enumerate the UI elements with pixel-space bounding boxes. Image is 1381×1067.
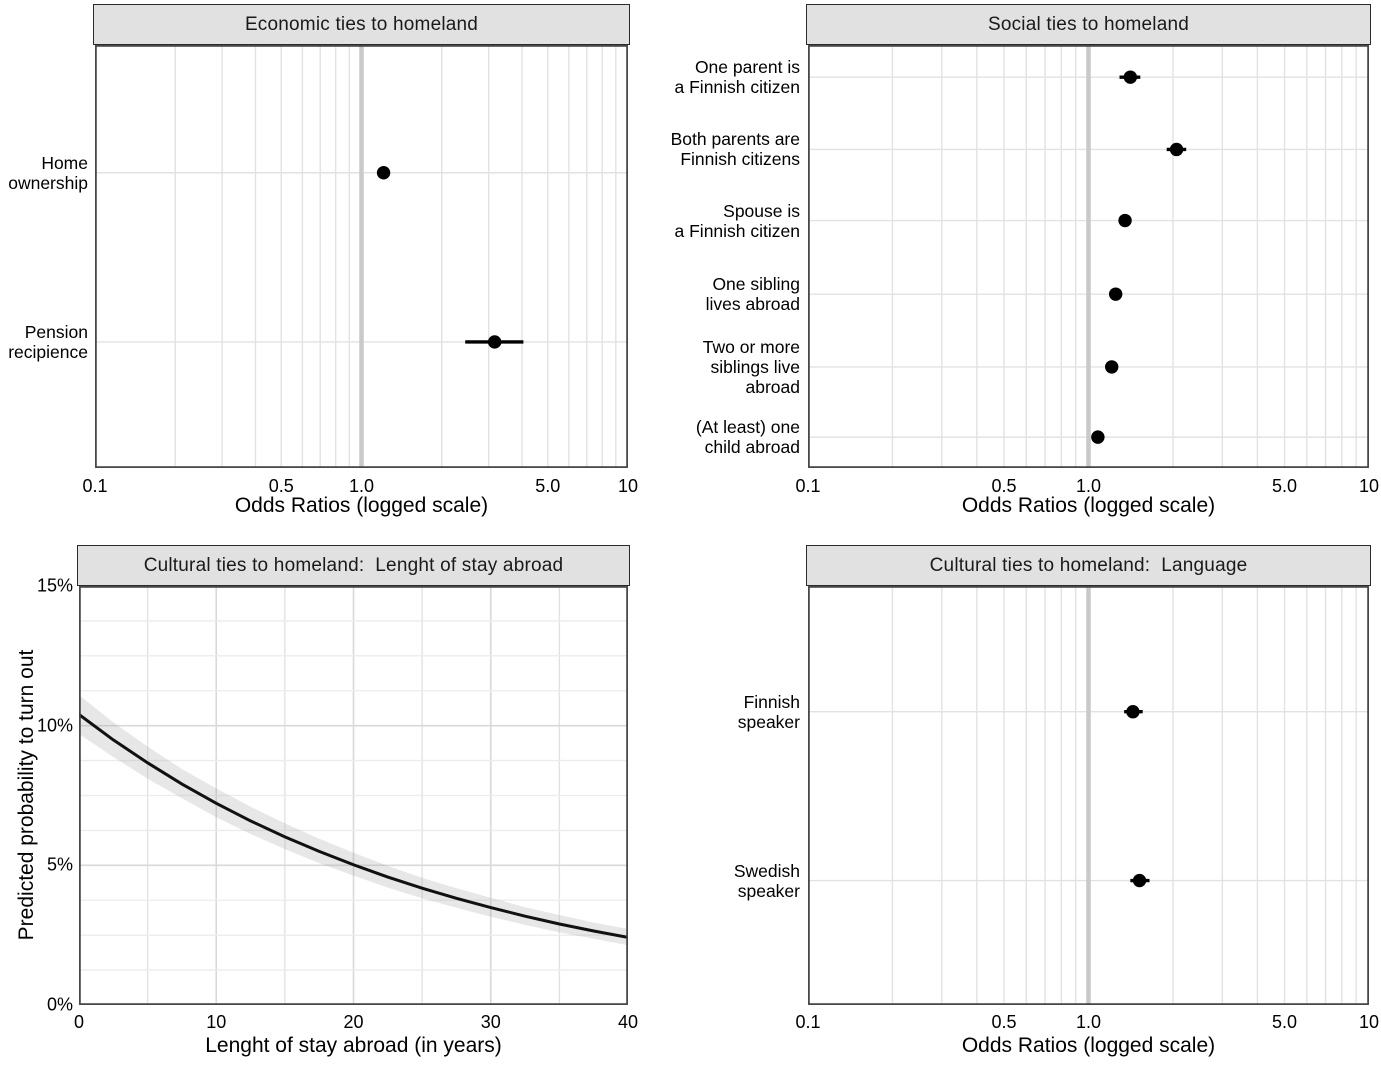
data-point	[1108, 287, 1123, 301]
panel-stay-y-axis-title: Predicted probability to turn out	[15, 649, 38, 941]
y-tick-label: 0%	[46, 994, 73, 1015]
x-tick-label: 0.1	[82, 476, 108, 496]
panel-stay-x-axis-title: Lenght of stay abroad (in years)	[205, 1034, 502, 1057]
panel-social-strip: Social ties to homeland	[806, 4, 1371, 45]
x-tick-label: 0.5	[991, 1012, 1017, 1032]
x-tick-label: 0.1	[795, 1012, 821, 1032]
category-label: One sibling lives abroad	[705, 274, 800, 315]
data-point	[1118, 213, 1132, 228]
confidence-band	[79, 694, 628, 946]
y-tick-label: 5%	[46, 854, 73, 875]
data-point	[1105, 360, 1119, 374]
data-point	[1169, 142, 1184, 157]
x-tick-label: 5.0	[1272, 476, 1298, 496]
category-label: (At least) one child abroad	[695, 417, 800, 458]
x-tick-label: 20	[343, 1012, 364, 1032]
x-tick-label: 5.0	[535, 476, 561, 496]
data-point	[1091, 430, 1105, 444]
panel-economic-plot-area	[95, 45, 628, 468]
category-label: Finnish speaker	[737, 691, 800, 732]
panel-stay-title: Cultural ties to homeland: Lenght of sta…	[143, 554, 564, 576]
trend-line	[79, 712, 628, 939]
data-point	[1126, 705, 1140, 719]
panel-language-plot-area	[808, 586, 1369, 1005]
panel-language-x-axis-title: Odds Ratios (logged scale)	[961, 1034, 1216, 1057]
panel-economic-x-axis-title: Odds Ratios (logged scale)	[234, 494, 489, 517]
category-label: One parent is a Finnish citizen	[674, 57, 800, 98]
panel-border	[808, 45, 1369, 468]
panel-economic-title: Economic ties to homeland	[244, 13, 479, 35]
x-tick-label: 0	[73, 1012, 85, 1032]
data-point	[1123, 70, 1138, 84]
panel-language-title: Cultural ties to homeland: Language	[929, 554, 1248, 576]
x-tick-label: 10	[206, 1012, 227, 1032]
data-point	[376, 166, 391, 180]
panel-stay-plot-area	[79, 586, 628, 1005]
x-tick-label: 40	[617, 1012, 639, 1032]
category-label: Home ownership	[8, 152, 88, 193]
x-tick-label: 10	[1358, 1012, 1380, 1032]
panel-social-title: Social ties to homeland	[987, 13, 1190, 35]
x-tick-label: 5.0	[1272, 1012, 1298, 1032]
panel-border	[95, 45, 628, 468]
x-tick-label: 0.1	[795, 476, 821, 496]
y-tick-label: 15%	[36, 575, 73, 596]
x-tick-label: 1.0	[1075, 476, 1102, 496]
panel-social-plot-area	[808, 45, 1369, 468]
panel-language-strip: Cultural ties to homeland: Language	[806, 545, 1371, 586]
category-label: Pension recipience	[8, 321, 88, 362]
panel-border	[79, 586, 628, 1005]
x-tick-label: 10	[1358, 476, 1380, 496]
panel-economic-strip: Economic ties to homeland	[93, 4, 630, 45]
panel-social-x-axis-title: Odds Ratios (logged scale)	[961, 494, 1216, 517]
panel-stay-strip: Cultural ties to homeland: Lenght of sta…	[77, 545, 630, 586]
data-point	[1132, 873, 1147, 888]
x-tick-label: 10	[617, 476, 639, 496]
panel-border	[808, 586, 1369, 1005]
x-tick-label: 1.0	[348, 476, 375, 496]
x-tick-label: 1.0	[1075, 1012, 1102, 1032]
y-tick-label: 10%	[36, 715, 73, 736]
x-tick-label: 30	[480, 1012, 501, 1032]
category-label: Two or more siblings live abroad	[702, 336, 800, 397]
category-label: Swedish speaker	[733, 860, 800, 901]
data-point	[487, 335, 502, 349]
x-tick-label: 0.5	[268, 476, 294, 496]
category-label: Both parents are Finnish citizens	[670, 129, 800, 170]
x-tick-label: 0.5	[991, 476, 1017, 496]
category-label: Spouse is a Finnish citizen	[674, 200, 800, 241]
